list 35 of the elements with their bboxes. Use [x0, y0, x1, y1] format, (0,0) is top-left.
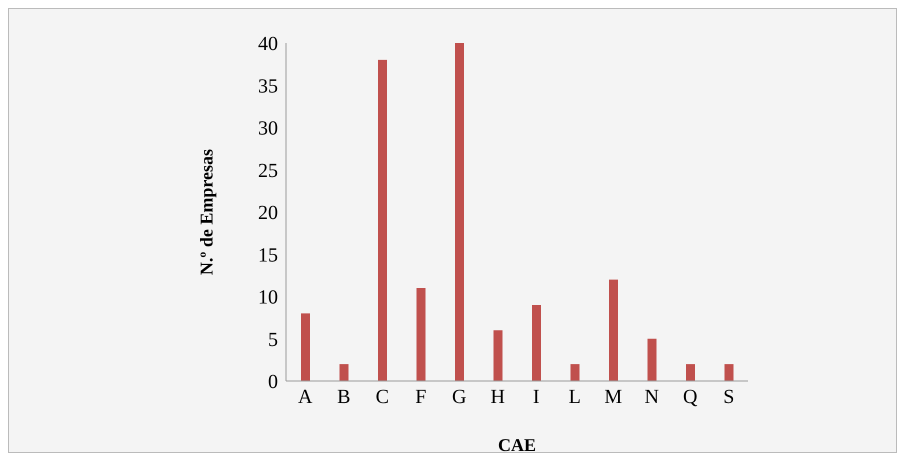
- y-tick-label: 5: [268, 328, 278, 351]
- bar: [532, 304, 541, 381]
- y-axis-title: N.º de Empresas: [196, 148, 216, 276]
- bar: [494, 330, 502, 381]
- x-tick-label: S: [723, 386, 734, 408]
- x-tick-label: Q: [683, 386, 698, 408]
- y-tick-label: 40: [258, 33, 278, 56]
- x-tick-label: M: [604, 386, 622, 408]
- bar: [340, 364, 348, 381]
- y-tick-label: 20: [258, 202, 278, 224]
- bar: [301, 313, 310, 381]
- x-tick-label: C: [376, 386, 389, 408]
- bar: [686, 364, 695, 381]
- x-tick-label: F: [415, 386, 426, 408]
- x-tick-label: N: [644, 386, 659, 408]
- x-tick-label: B: [337, 386, 350, 408]
- y-tick-label: 25: [258, 160, 278, 182]
- x-tick-label: H: [490, 386, 505, 408]
- x-tick-label: G: [452, 386, 466, 408]
- x-tick-label: L: [568, 386, 581, 408]
- y-tick-label: 30: [258, 118, 278, 140]
- y-tick-label: 10: [258, 286, 278, 309]
- x-tick-label: I: [532, 386, 540, 408]
- x-tick-label: A: [298, 386, 314, 408]
- bar: [416, 288, 426, 381]
- y-tick-label: 35: [258, 75, 278, 98]
- x-axis-title: CAE: [498, 435, 536, 455]
- bar: [570, 364, 580, 381]
- y-tick-label: 0: [268, 371, 278, 394]
- bar: [609, 280, 618, 381]
- bar: [724, 364, 734, 381]
- y-tick-label: 15: [258, 244, 278, 266]
- bar: [378, 60, 387, 381]
- bar: [648, 338, 656, 381]
- bar: [455, 43, 464, 381]
